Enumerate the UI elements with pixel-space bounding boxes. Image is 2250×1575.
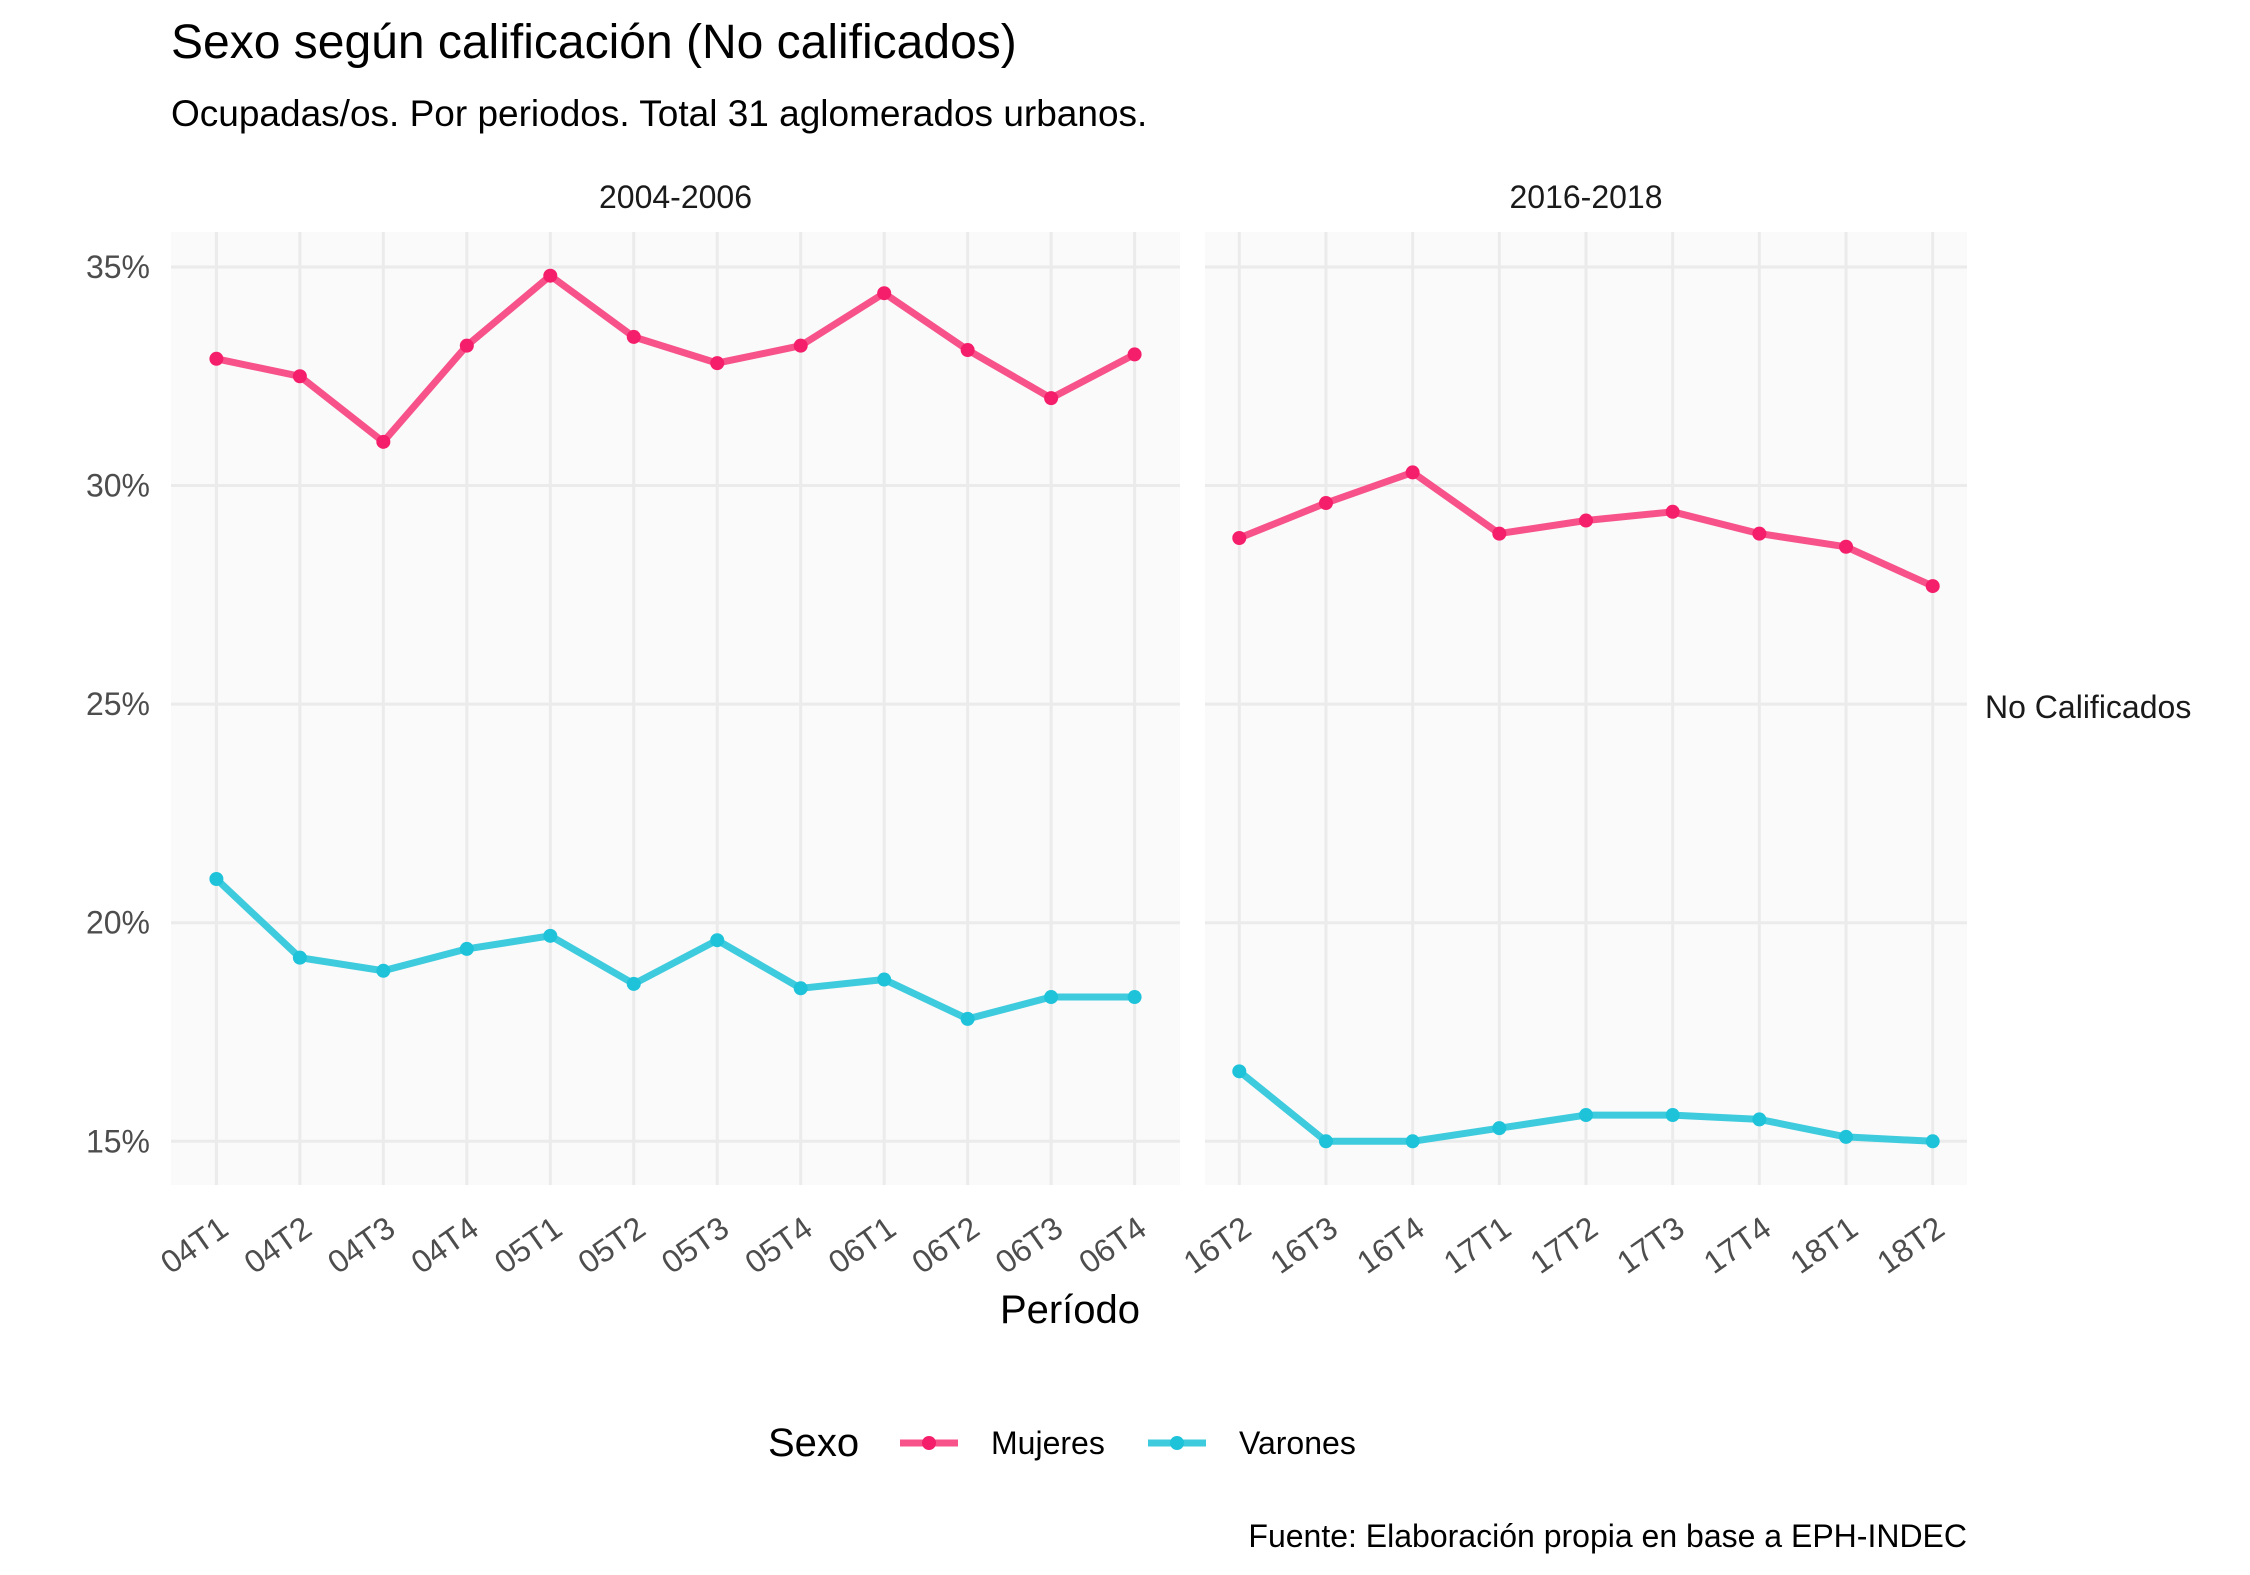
x-tick-label-05t2: 05T2 bbox=[571, 1209, 651, 1280]
y-tick-label-20: 20% bbox=[86, 905, 150, 941]
data-point-mujeres-06t1 bbox=[877, 286, 892, 301]
data-point-varones-17t4 bbox=[1752, 1112, 1767, 1127]
data-point-varones-06t2 bbox=[960, 1011, 975, 1026]
data-point-mujeres-04t1 bbox=[209, 351, 224, 366]
x-tick-label-04t1: 04T1 bbox=[154, 1209, 234, 1280]
series-line-mujeres bbox=[212, 272, 1139, 446]
legend-key-point bbox=[922, 1436, 936, 1450]
x-tick-label-17t4: 17T4 bbox=[1697, 1209, 1777, 1280]
facet-label: 2004-2006 bbox=[599, 179, 752, 215]
x-tick-label-16t3: 16T3 bbox=[1264, 1209, 1344, 1280]
data-point-varones-06t4 bbox=[1127, 990, 1142, 1005]
x-tick-label-05t3: 05T3 bbox=[655, 1209, 735, 1280]
y-tick-label-35: 35% bbox=[86, 249, 150, 285]
data-point-varones-18t2 bbox=[1925, 1134, 1940, 1149]
data-point-varones-04t3 bbox=[376, 963, 391, 978]
data-point-varones-16t4 bbox=[1405, 1134, 1420, 1149]
x-tick-label-16t4: 16T4 bbox=[1350, 1209, 1430, 1280]
data-point-varones-05t3 bbox=[710, 933, 725, 948]
data-point-mujeres-05t3 bbox=[710, 356, 725, 371]
y-tick-label-25: 25% bbox=[86, 686, 150, 722]
x-tick-label-06t3: 06T3 bbox=[989, 1209, 1069, 1280]
data-point-mujeres-17t2 bbox=[1579, 513, 1593, 528]
data-point-mujeres-17t1 bbox=[1492, 526, 1507, 541]
x-tick-label-18t1: 18T1 bbox=[1784, 1209, 1864, 1280]
data-point-varones-16t2 bbox=[1232, 1064, 1247, 1079]
y-tick-label-15: 15% bbox=[86, 1123, 150, 1159]
chart-title: Sexo según calificación (No calificados) bbox=[171, 16, 1017, 69]
legend-item-varones: Varones bbox=[1148, 1425, 1356, 1461]
data-point-mujeres-18t2 bbox=[1925, 579, 1940, 594]
data-point-varones-16t3 bbox=[1318, 1134, 1333, 1149]
x-tick-label-05t4: 05T4 bbox=[738, 1209, 818, 1280]
y-axis: 15% 20% 25% 30% 35% bbox=[86, 249, 150, 1159]
data-point-varones-05t1 bbox=[543, 928, 558, 943]
facet-label: 2016-2018 bbox=[1509, 179, 1662, 215]
data-point-varones-06t1 bbox=[877, 972, 892, 987]
x-tick-label-06t1: 06T1 bbox=[822, 1209, 902, 1280]
row-strip-label: No Calificados bbox=[1985, 689, 2191, 725]
x-tick-label-06t4: 06T4 bbox=[1072, 1209, 1152, 1280]
data-point-mujeres-17t3 bbox=[1665, 504, 1680, 519]
data-point-varones-18t1 bbox=[1839, 1129, 1854, 1144]
data-point-mujeres-05t4 bbox=[793, 338, 808, 353]
legend-title: Sexo bbox=[768, 1421, 859, 1465]
x-tick-label-17t2: 17T2 bbox=[1524, 1209, 1604, 1280]
legend-item-mujeres: Mujeres bbox=[900, 1425, 1105, 1461]
x-tick-label-16t2: 16T2 bbox=[1177, 1209, 1257, 1280]
y-tick-label-30: 30% bbox=[86, 468, 150, 504]
data-point-varones-17t3 bbox=[1665, 1108, 1680, 1123]
data-point-mujeres-18t1 bbox=[1839, 539, 1854, 554]
data-point-mujeres-16t4 bbox=[1405, 465, 1420, 480]
data-point-varones-17t1 bbox=[1492, 1121, 1507, 1136]
x-tick-label-05t1: 05T1 bbox=[488, 1209, 568, 1280]
x-tick-label-18t2: 18T2 bbox=[1870, 1209, 1950, 1280]
panel-2004-2006: 2004-2006 04T1 04T2 04T3 04T4 05T1 05T2 05T3 05T… bbox=[154, 179, 1180, 1281]
x-axis-title: Período bbox=[1000, 1288, 1140, 1332]
data-point-mujeres-06t4 bbox=[1127, 347, 1142, 362]
data-point-mujeres-06t2 bbox=[960, 343, 975, 358]
data-point-varones-04t2 bbox=[292, 950, 307, 965]
data-point-varones-17t2 bbox=[1579, 1108, 1593, 1123]
legend: Sexo Mujeres Varones bbox=[768, 1421, 1356, 1465]
x-tick-label-04t3: 04T3 bbox=[321, 1209, 401, 1280]
data-point-varones-05t2 bbox=[626, 976, 641, 991]
data-point-mujeres-17t4 bbox=[1752, 526, 1767, 541]
data-point-mujeres-05t2 bbox=[626, 329, 641, 344]
data-point-mujeres-04t3 bbox=[376, 434, 391, 449]
data-point-mujeres-04t4 bbox=[459, 338, 474, 353]
panel-background bbox=[171, 232, 1180, 1185]
x-tick-label-04t4: 04T4 bbox=[404, 1209, 484, 1280]
series-line-varones bbox=[212, 875, 1139, 1023]
chart-subtitle: Ocupadas/os. Por periodos. Total 31 aglo… bbox=[171, 93, 1147, 134]
data-point-mujeres-16t2 bbox=[1232, 531, 1247, 546]
data-point-mujeres-05t1 bbox=[543, 268, 558, 283]
data-point-varones-04t4 bbox=[459, 941, 474, 956]
data-point-varones-06t3 bbox=[1044, 990, 1059, 1005]
x-tick-label-04t2: 04T2 bbox=[237, 1209, 317, 1280]
panels: 2004-2006 04T1 04T2 04T3 04T4 05T1 05T2 05T3 05T… bbox=[154, 179, 1967, 1281]
x-tick-label-06t2: 06T2 bbox=[905, 1209, 985, 1280]
data-point-mujeres-04t2 bbox=[292, 369, 307, 384]
legend-key-point bbox=[1170, 1436, 1184, 1450]
legend-label: Mujeres bbox=[991, 1425, 1105, 1461]
legend-label: Varones bbox=[1239, 1425, 1356, 1461]
caption: Fuente: Elaboración propia en base a EPH… bbox=[1248, 1518, 1967, 1554]
data-point-varones-05t4 bbox=[793, 981, 808, 996]
data-point-mujeres-16t3 bbox=[1318, 496, 1333, 511]
x-tick-label-17t1: 17T1 bbox=[1437, 1209, 1517, 1280]
data-point-mujeres-06t3 bbox=[1044, 391, 1059, 406]
x-tick-label-17t3: 17T3 bbox=[1610, 1209, 1690, 1280]
data-point-varones-04t1 bbox=[209, 871, 224, 886]
